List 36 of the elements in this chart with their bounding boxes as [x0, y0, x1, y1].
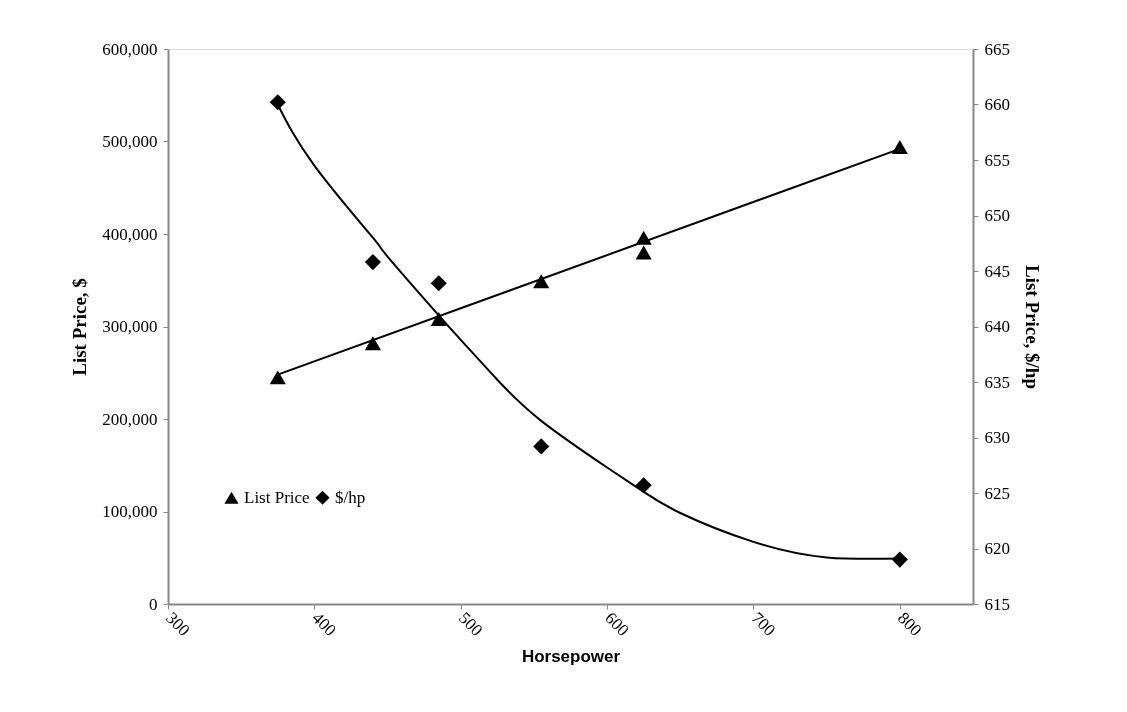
- point: [635, 477, 652, 494]
- y2-tick-label: 665: [984, 39, 1010, 59]
- x-tick-label: 800: [893, 608, 926, 640]
- x-tick-label: 600: [601, 608, 633, 640]
- y-tick-label: 100,000: [102, 502, 158, 521]
- x-axis-title: Horsepower: [521, 647, 621, 667]
- point: [269, 370, 286, 385]
- x-tick-label: 300: [162, 608, 194, 640]
- y2-tick-label: 630: [984, 428, 1010, 447]
- legend-label: List Price: [244, 487, 310, 507]
- x-tick-label: 500: [454, 608, 487, 640]
- y2-tick-label: 655: [984, 150, 1010, 170]
- y-axis-title: List Price, $: [69, 278, 91, 376]
- y2-tick-label: 620: [984, 539, 1010, 558]
- y2-tick-label: 635: [984, 372, 1010, 392]
- y2-tick-label: 625: [984, 483, 1010, 503]
- point: [430, 275, 447, 292]
- y-tick-label: 300,000: [102, 317, 158, 336]
- y-tick-label: 200,000: [102, 409, 158, 429]
- point: [364, 254, 381, 271]
- y2-tick-label: 650: [984, 206, 1010, 225]
- y2-tick-label: 615: [984, 594, 1010, 614]
- y2-tick-label: 645: [984, 261, 1010, 281]
- y2-tick-label: 660: [984, 95, 1010, 114]
- point: [635, 245, 652, 260]
- y2-tick-label: 640: [984, 317, 1010, 336]
- x-tick-label: 700: [747, 608, 780, 640]
- y-tick-label: 400,000: [102, 224, 158, 244]
- y2-axis-title: List Price, $/hp: [1022, 264, 1043, 390]
- y-tick-label: 600,000: [102, 39, 158, 59]
- point: [269, 94, 286, 111]
- x-tick-label: 400: [308, 608, 340, 640]
- legend-label: $/hp: [335, 487, 366, 507]
- point: [533, 438, 550, 455]
- y-tick-label: 500,000: [102, 132, 158, 151]
- y-tick-label: 0: [149, 594, 158, 614]
